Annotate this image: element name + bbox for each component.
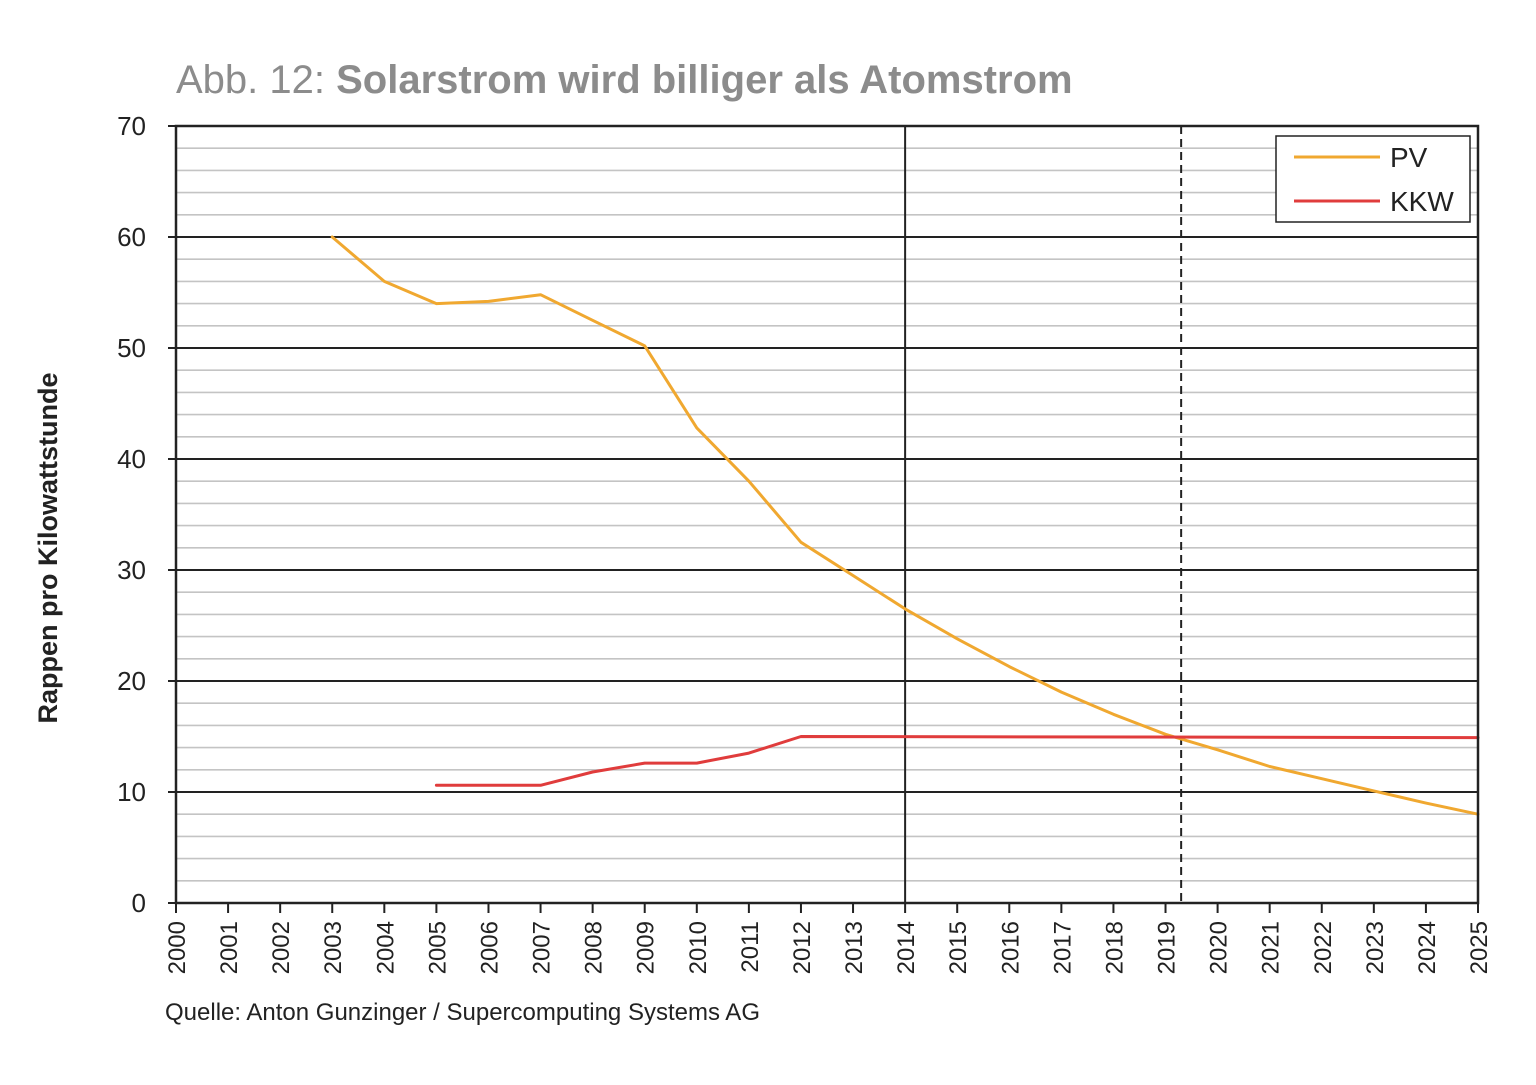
x-tick-label: 2025: [1466, 921, 1493, 974]
x-tick-label: 2020: [1206, 921, 1233, 974]
y-tick-label: 50: [117, 333, 146, 363]
x-tick-label: 2001: [216, 921, 243, 974]
chart-title: Abb. 12: Solarstrom wird billiger als At…: [176, 58, 1073, 102]
chart-title-main: Solarstrom wird billiger als Atomstrom: [336, 58, 1072, 102]
y-tick-label: 70: [117, 111, 146, 141]
source-note: Quelle: Anton Gunzinger / Supercomputing…: [165, 999, 760, 1026]
x-tick-label: 2003: [320, 921, 347, 974]
series-line-pv: [330, 235, 1480, 816]
y-tick-label: 30: [117, 555, 146, 585]
x-tick-label: 2024: [1414, 921, 1441, 974]
major-grid: [176, 125, 1478, 904]
minor-grid: [176, 147, 1478, 882]
x-tick-label: 2011: [737, 921, 764, 973]
reference-lines: [904, 126, 1183, 903]
x-tick-label: 2015: [945, 921, 972, 974]
x-tick-label: 2006: [476, 921, 503, 974]
x-tick-label: 2017: [1049, 921, 1076, 974]
x-tick-label: 2007: [529, 921, 556, 974]
legend-label-kkw: KKW: [1390, 186, 1454, 217]
x-tick-label: 2016: [997, 921, 1024, 974]
y-tick-label: 0: [132, 888, 146, 918]
legend-label-pv: PV: [1390, 142, 1428, 173]
plot-frame: [174, 124, 1480, 905]
x-tick-label: 2012: [789, 921, 816, 974]
chart-title-prefix: Abb. 12:: [176, 58, 336, 102]
y-axis-label: Rappen pro Kilowattstunde: [33, 373, 63, 724]
x-tick-label: 2004: [372, 921, 399, 974]
x-tick-label: 2014: [893, 921, 920, 974]
x-tick-label: 2019: [1154, 921, 1181, 974]
legend-box: [1275, 135, 1471, 223]
x-tick-label: 2009: [633, 921, 660, 974]
series-line-kkw: [434, 735, 1480, 787]
y-tick-label: 40: [117, 444, 146, 474]
x-tick-label: 2002: [268, 921, 295, 974]
x-tick-label: 2013: [841, 921, 868, 974]
series-layer: [330, 235, 1480, 816]
y-tick-label: 10: [117, 777, 146, 807]
x-tick-label: 2000: [164, 921, 191, 974]
x-axis: 2000 2001 2002 2003 2004 2005 2006 2007 2008 2009…: [164, 903, 1493, 974]
x-tick-label: 2008: [581, 921, 608, 974]
x-tick-label: 2005: [424, 921, 451, 974]
x-tick-label: 2021: [1258, 921, 1285, 974]
y-tick-label: 60: [117, 222, 146, 252]
y-tick-label: 20: [117, 666, 146, 696]
y-axis: 0 10 20 30 40 50 60 70: [117, 111, 176, 918]
legend: PV KKW: [1275, 135, 1471, 223]
x-tick-label: 2022: [1310, 921, 1337, 974]
x-tick-label: 2018: [1101, 921, 1128, 974]
x-tick-label: 2023: [1362, 921, 1389, 974]
x-tick-label: 2010: [685, 921, 712, 974]
